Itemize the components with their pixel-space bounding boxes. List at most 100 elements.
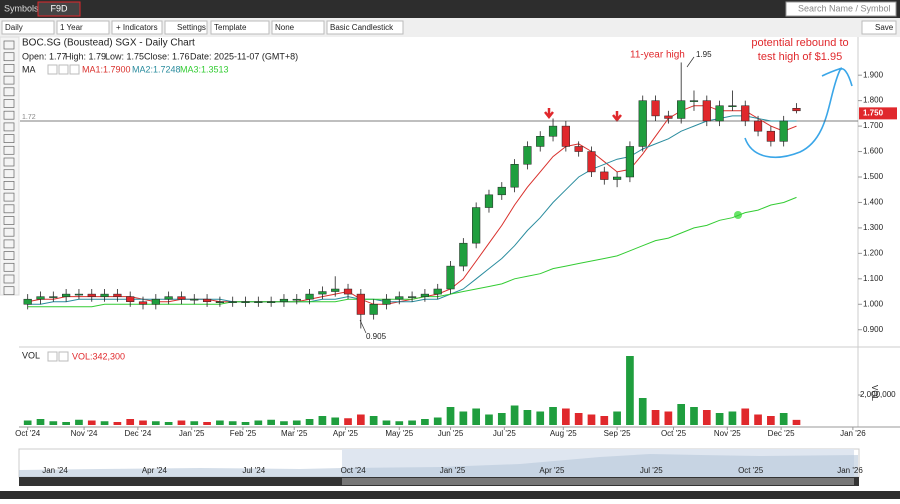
bottom-bar xyxy=(0,491,900,499)
candle-body xyxy=(305,293,314,300)
candle-body xyxy=(202,298,212,302)
candle-body xyxy=(318,291,327,295)
candle-body xyxy=(613,176,622,180)
vol-close[interactable] xyxy=(58,351,69,362)
info-high: High: 1.79 xyxy=(65,51,106,61)
x-tick-label: Jan '25 xyxy=(179,429,205,438)
range-select[interactable] xyxy=(56,20,110,35)
search-box[interactable] xyxy=(785,1,897,17)
volume-bar xyxy=(395,421,404,425)
candle-body xyxy=(753,120,763,132)
x-tick-label: Aug '25 xyxy=(550,429,577,438)
indicators-button[interactable] xyxy=(111,20,163,35)
candle-body xyxy=(343,288,353,295)
volume-bar xyxy=(741,408,750,425)
volume-bar xyxy=(792,419,801,425)
candle-body xyxy=(100,293,109,297)
range: 1 Year xyxy=(60,23,83,32)
candle-body xyxy=(177,296,186,300)
candle-body xyxy=(395,296,404,300)
candle-body xyxy=(548,125,558,137)
volume-bar xyxy=(446,407,455,425)
volume-bar xyxy=(421,419,429,425)
candle-body xyxy=(779,120,788,142)
volume-bar xyxy=(100,421,109,425)
candle-body xyxy=(62,293,71,297)
candle-body xyxy=(164,296,173,300)
top-bar xyxy=(0,0,900,18)
period: Daily xyxy=(5,23,23,32)
volume-bar xyxy=(267,419,275,425)
vol-gear[interactable] xyxy=(47,351,58,362)
candle-body xyxy=(561,125,570,147)
tool-icon xyxy=(3,122,15,132)
tool-icon xyxy=(3,286,15,296)
style-select[interactable] xyxy=(326,20,404,35)
candle-body xyxy=(36,296,45,300)
period-select[interactable] xyxy=(1,20,55,35)
indicators: + Indicators xyxy=(116,23,158,32)
candle-body xyxy=(741,105,750,122)
ma-close[interactable] xyxy=(69,64,80,75)
volume-bar xyxy=(254,420,263,425)
volume-bar xyxy=(677,404,686,425)
chart-title: BOC.SG (Boustead) SGX - Daily Chart xyxy=(22,38,195,49)
ma-line xyxy=(27,105,797,305)
search-placeholder: Search Name / Symbol xyxy=(798,3,891,13)
symbols-label: Symbols: xyxy=(4,3,41,13)
x-tick-label: Jul '25 xyxy=(493,429,516,438)
y-tick-label: 1.900 xyxy=(863,70,884,79)
volume-bar xyxy=(485,414,493,425)
volume-bar xyxy=(292,420,301,425)
navigator-label: Apr '24 xyxy=(142,466,168,475)
last-price-label: 1.750 xyxy=(863,108,884,117)
none-select[interactable] xyxy=(271,20,325,35)
vol-legend: VOL:342,300 xyxy=(72,351,125,361)
candle-body xyxy=(279,298,289,302)
candle-body xyxy=(74,293,84,296)
settings-button[interactable] xyxy=(164,20,208,35)
volume-bar xyxy=(75,419,83,425)
candle-body xyxy=(651,100,660,117)
x-tick-label: Mar '25 xyxy=(281,429,308,438)
volume-bar xyxy=(139,420,147,425)
x-tick-label: Dec '24 xyxy=(124,429,151,438)
template-select[interactable] xyxy=(210,20,270,35)
tool-icon xyxy=(3,99,15,108)
navigator-label: Jul '25 xyxy=(640,466,663,475)
volume-bar xyxy=(690,407,698,425)
candle-body xyxy=(228,301,237,303)
volume-bar xyxy=(626,356,634,425)
volume-bar xyxy=(62,422,70,425)
volume-bar xyxy=(280,421,288,425)
x-tick-label: Oct '25 xyxy=(661,429,687,438)
scrollbar-thumb[interactable] xyxy=(342,478,854,485)
volume-bar xyxy=(433,417,442,425)
navigator-label: Oct '25 xyxy=(738,466,764,475)
y-tick-label: 1.000 xyxy=(863,299,884,308)
volume-bar xyxy=(356,414,365,425)
symbol-tab[interactable] xyxy=(37,1,81,17)
volume-bar xyxy=(331,417,340,425)
tool-icon xyxy=(3,227,15,237)
volume-bar xyxy=(36,419,45,425)
candle-body xyxy=(126,296,135,302)
candle-body xyxy=(459,242,468,267)
red-arrow xyxy=(612,111,622,123)
volume-bar xyxy=(305,419,314,425)
volume-bar xyxy=(87,420,96,425)
annotation-pointer xyxy=(686,56,695,68)
volume-bar xyxy=(164,422,173,425)
volume-bar xyxy=(472,408,481,425)
tool-icon xyxy=(3,239,15,249)
candle-body xyxy=(600,171,609,180)
tool-icon xyxy=(3,157,15,167)
ma-gear[interactable] xyxy=(58,64,69,75)
candle-body xyxy=(664,115,673,119)
candle-body xyxy=(446,265,455,290)
save-button[interactable] xyxy=(861,20,897,35)
ma-settings[interactable] xyxy=(47,64,58,75)
tool-icon xyxy=(3,134,15,143)
tool-icon xyxy=(3,181,15,190)
candle-body xyxy=(267,301,276,303)
